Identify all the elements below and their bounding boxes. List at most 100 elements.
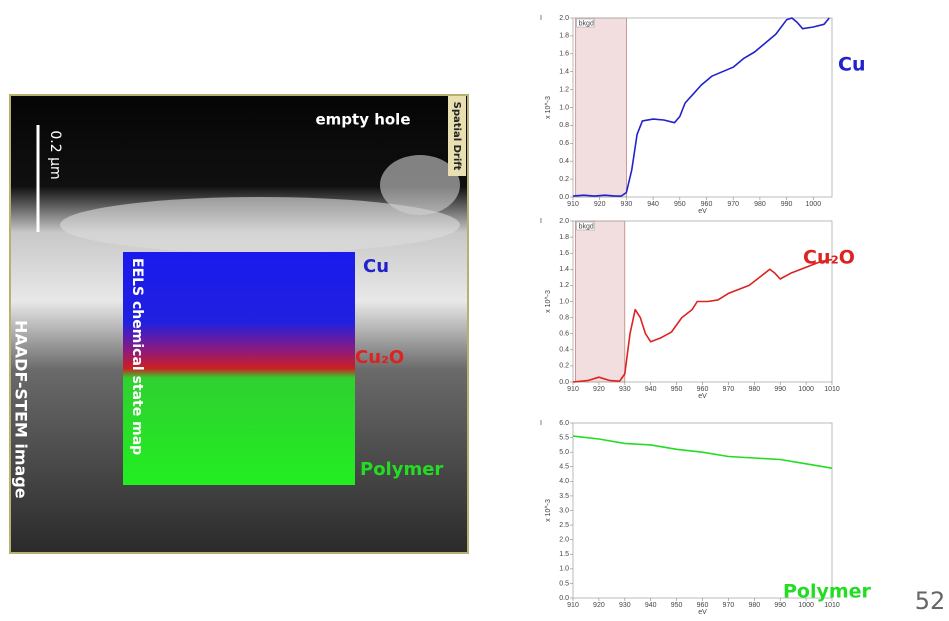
x-tick-label: 950 bbox=[671, 602, 683, 609]
y-tick-label: 1.2 bbox=[559, 282, 569, 289]
x-tick-label: 930 bbox=[619, 386, 631, 393]
corner-label: I bbox=[540, 15, 542, 22]
series-label: Cu bbox=[838, 54, 865, 76]
y-tick-label: 6.0 bbox=[559, 420, 569, 427]
image-label: HAADF-STEM image bbox=[12, 320, 31, 499]
x-tick-label: 1010 bbox=[824, 602, 840, 609]
y-tick-label: 3.5 bbox=[559, 493, 569, 500]
y-tick-label: 1.8 bbox=[559, 33, 569, 40]
haadf-image: empty hole Spatial Drift 0.2 µm EELS che… bbox=[9, 94, 469, 554]
x-tick-label: 970 bbox=[723, 602, 735, 609]
y-tick-label: 1.0 bbox=[559, 566, 569, 573]
phase-label: Polymer bbox=[360, 459, 443, 480]
x-tick-label: 980 bbox=[748, 386, 760, 393]
x-tick-label: 960 bbox=[697, 386, 709, 393]
y-tick-label: 2.0 bbox=[559, 537, 569, 544]
x-tick-label: 960 bbox=[697, 602, 709, 609]
y-tick-label: 0.2 bbox=[559, 363, 569, 370]
x-tick-label: 940 bbox=[645, 386, 657, 393]
y-tick-label: 4.5 bbox=[559, 464, 569, 471]
phase-label: Cu₂O bbox=[355, 347, 404, 368]
x-tick-label: 930 bbox=[619, 602, 631, 609]
corner-label: I bbox=[540, 420, 542, 427]
x-tick-label: 920 bbox=[593, 386, 605, 393]
annotation: bkgd bbox=[579, 223, 594, 230]
y-tick-label: 1.4 bbox=[559, 266, 569, 273]
x-tick-label: 990 bbox=[774, 386, 786, 393]
drift-box bbox=[448, 96, 466, 176]
x-tick-label: 970 bbox=[727, 201, 739, 208]
map-label: EELS chemical state map bbox=[129, 258, 145, 455]
y-tick-label: 1.6 bbox=[559, 250, 569, 257]
x-tick-label: 980 bbox=[748, 602, 760, 609]
corner-label: I bbox=[540, 218, 542, 225]
annotation: bkgd bbox=[579, 20, 594, 27]
x-tick-label: 950 bbox=[674, 201, 686, 208]
x-axis-label: eV bbox=[698, 609, 707, 616]
series-line bbox=[572, 17, 830, 197]
phase-label: Cu bbox=[363, 256, 389, 277]
y-tick-label: 0.0 bbox=[559, 379, 569, 386]
annotation-box bbox=[576, 18, 595, 28]
y-tick-label: 0.8 bbox=[559, 314, 569, 321]
y-tick-label: 5.5 bbox=[559, 434, 569, 441]
x-tick-label: 1000 bbox=[806, 201, 822, 208]
y-tick-label: 0.8 bbox=[559, 122, 569, 129]
image-label: empty hole bbox=[315, 111, 410, 129]
y-tick-label: 2.5 bbox=[559, 522, 569, 529]
series-line bbox=[572, 435, 833, 469]
y-tick-label: 1.5 bbox=[559, 551, 569, 558]
y-tick-label: 1.6 bbox=[559, 51, 569, 58]
bkgd-region bbox=[575, 220, 626, 383]
x-tick-label: 990 bbox=[774, 602, 786, 609]
series-line bbox=[572, 258, 833, 383]
plot-frame bbox=[572, 422, 833, 599]
y-axis-label: x 10^-3 bbox=[545, 96, 552, 119]
x-tick-label: 920 bbox=[593, 602, 605, 609]
y-tick-label: 0.4 bbox=[559, 347, 569, 354]
particle-band bbox=[380, 155, 460, 215]
annotation-box bbox=[576, 221, 595, 231]
x-tick-label: 980 bbox=[754, 201, 766, 208]
x-tick-label: 920 bbox=[594, 201, 606, 208]
y-axis-label: x 10^-3 bbox=[545, 499, 552, 522]
y-tick-label: 1.0 bbox=[559, 298, 569, 305]
x-tick-label: 910 bbox=[567, 602, 579, 609]
y-tick-label: 1.2 bbox=[559, 86, 569, 93]
y-tick-label: 1.4 bbox=[559, 69, 569, 76]
y-tick-label: 0.0 bbox=[559, 595, 569, 602]
series-label: Polymer bbox=[783, 581, 872, 603]
x-tick-label: 940 bbox=[647, 201, 659, 208]
x-axis-label: eV bbox=[698, 208, 707, 215]
drift-label: Spatial Drift bbox=[451, 102, 462, 171]
x-axis-label: eV bbox=[698, 393, 707, 400]
y-tick-label: 2.0 bbox=[559, 218, 569, 225]
y-tick-label: 4.0 bbox=[559, 478, 569, 485]
x-tick-label: 950 bbox=[671, 386, 683, 393]
y-tick-label: 0.0 bbox=[559, 194, 569, 201]
y-tick-label: 0.5 bbox=[559, 580, 569, 587]
x-tick-label: 910 bbox=[567, 386, 579, 393]
x-tick-label: 970 bbox=[723, 386, 735, 393]
y-tick-label: 0.6 bbox=[559, 140, 569, 147]
y-tick-label: 0.2 bbox=[559, 176, 569, 183]
y-axis-label: x 10^-3 bbox=[545, 290, 552, 313]
y-tick-label: 3.0 bbox=[559, 507, 569, 514]
x-tick-label: 940 bbox=[645, 602, 657, 609]
scale-label: 0.2 µm bbox=[47, 130, 63, 179]
x-tick-label: 1000 bbox=[798, 602, 814, 609]
page-number: 52 bbox=[915, 587, 946, 615]
x-tick-label: 1010 bbox=[824, 386, 840, 393]
y-tick-label: 2.0 bbox=[559, 15, 569, 22]
y-tick-label: 1.8 bbox=[559, 234, 569, 241]
series-label: Cu₂O bbox=[803, 247, 855, 269]
y-tick-label: 0.6 bbox=[559, 331, 569, 338]
y-tick-label: 1.0 bbox=[559, 104, 569, 111]
x-tick-label: 960 bbox=[701, 201, 713, 208]
x-tick-label: 990 bbox=[781, 201, 793, 208]
x-tick-label: 910 bbox=[567, 201, 579, 208]
bkgd-region bbox=[575, 17, 627, 198]
y-tick-label: 5.0 bbox=[559, 449, 569, 456]
y-tick-label: 0.4 bbox=[559, 158, 569, 165]
